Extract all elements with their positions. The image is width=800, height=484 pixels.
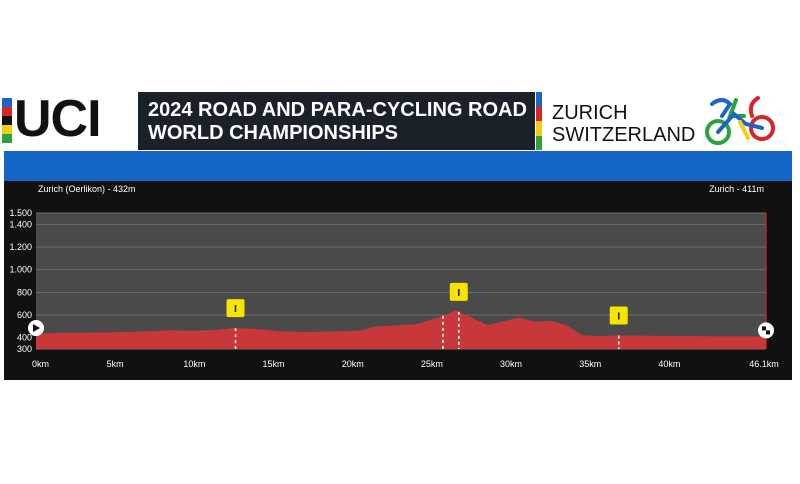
y-tick-label: 300 <box>17 344 32 354</box>
title-box: 2024 ROAD AND PARA-CYCLING ROAD WORLD CH… <box>138 92 535 150</box>
x-tick-label: 25km <box>421 359 443 369</box>
y-tick-label: 1.000 <box>9 265 32 275</box>
y-tick-label: 1.500 <box>9 208 32 218</box>
x-tick-label: 10km <box>183 359 205 369</box>
location-country: SWITZERLAND <box>552 124 696 146</box>
start-icon <box>28 320 44 337</box>
elevation-profile-area <box>36 310 766 349</box>
marker-label: I <box>234 304 237 315</box>
y-tick-label: 1.400 <box>9 219 32 229</box>
x-tick-label: 15km <box>263 359 285 369</box>
y-tick-label: 1.200 <box>9 242 32 252</box>
start-label: Zurich (Oerlikon) - 432m <box>38 184 136 194</box>
end-label: Zurich - 411m <box>709 184 764 194</box>
location-city: ZURICH <box>552 102 628 124</box>
marker-label: I <box>617 311 620 322</box>
x-tick-label: 0km <box>32 359 49 369</box>
x-tick-label: 20km <box>342 359 364 369</box>
location-stripes <box>536 92 542 150</box>
marker-badge <box>226 299 245 318</box>
blue-band <box>4 151 792 181</box>
event-title-line1: 2024 ROAD AND PARA-CYCLING ROAD <box>148 99 527 121</box>
x-tick-label: 46.1km <box>749 359 779 369</box>
uci-logo: UCI <box>14 90 102 148</box>
marker-label: I <box>457 288 460 299</box>
x-tick-label: 5km <box>107 359 124 369</box>
event-title-line2: WORLD CHAMPIONSHIPS <box>148 122 398 144</box>
y-tick-label: 400 <box>17 333 32 343</box>
finish-flag-icon <box>758 322 774 339</box>
x-tick-label: 35km <box>579 359 601 369</box>
marker-badge <box>609 306 628 325</box>
y-tick-label: 800 <box>17 287 32 297</box>
x-tick-label: 30km <box>500 359 522 369</box>
uci-rainbow-stripes <box>2 98 12 143</box>
marker-badge <box>449 282 468 301</box>
x-tick-label: 40km <box>658 359 680 369</box>
elevation-chart: I I I 300 400 600 800 1.000 1.200 1.400 1.500 0km… <box>4 181 792 380</box>
event-logo-icon <box>705 96 775 145</box>
y-tick-label: 600 <box>17 310 32 320</box>
